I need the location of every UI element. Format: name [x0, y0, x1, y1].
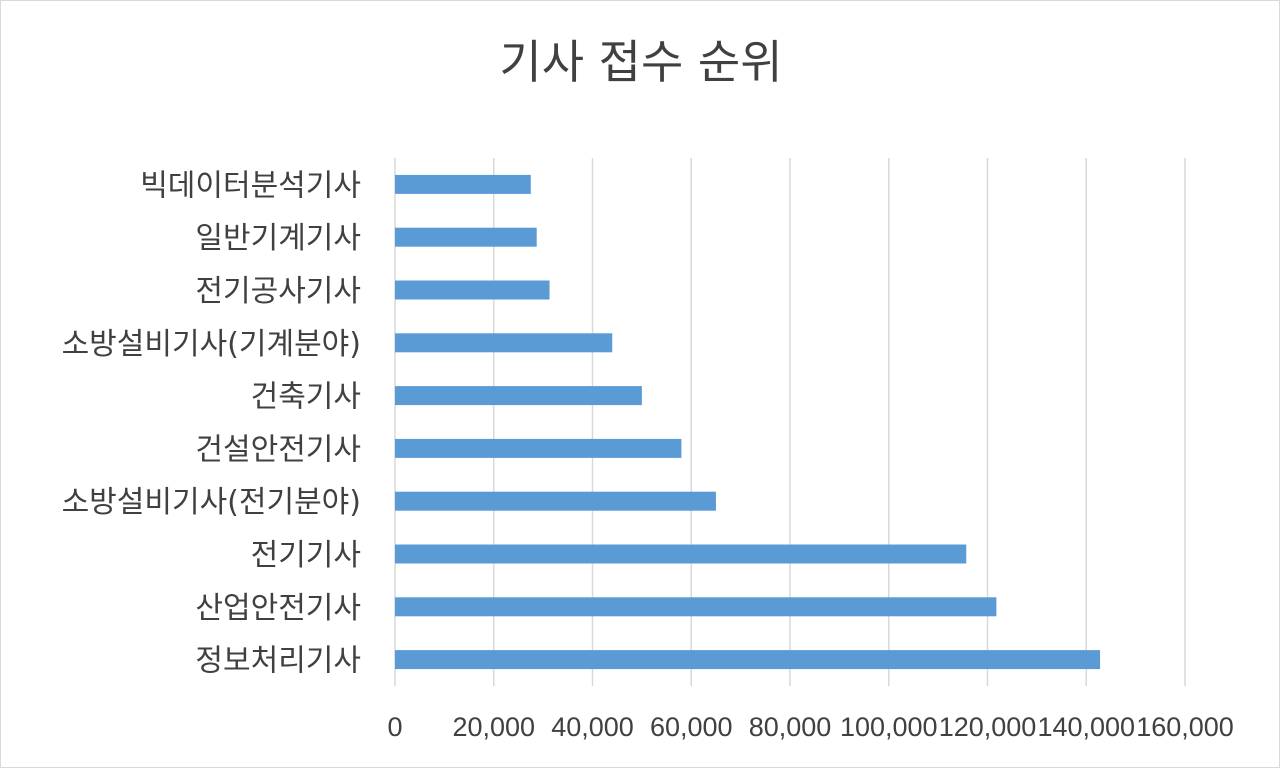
x-tick-label: 60,000 — [650, 712, 733, 742]
bar — [395, 544, 967, 564]
category-label: 일반기계기사 — [195, 221, 361, 256]
x-tick-label: 0 — [387, 712, 402, 742]
x-tick-label: 100,000 — [840, 712, 938, 742]
bar — [395, 174, 531, 194]
category-label: 소방설비기사(기계분야) — [62, 327, 361, 362]
bar — [395, 386, 642, 406]
bar — [395, 333, 613, 353]
x-tick-labels: 0 20,000 40,000 60,000 80,000 100,000 120,000 1… — [387, 712, 1233, 742]
category-label: 전기기사 — [251, 538, 361, 573]
x-tick-label: 120,000 — [939, 712, 1037, 742]
x-tick-label: 20,000 — [452, 712, 535, 742]
bar — [395, 438, 682, 458]
category-label: 전기공사기사 — [195, 274, 361, 309]
bar — [395, 650, 1101, 670]
x-tick-label: 140,000 — [1037, 712, 1135, 742]
bar — [395, 491, 716, 511]
x-tick-label: 160,000 — [1136, 712, 1234, 742]
category-label: 산업안전기사 — [195, 591, 361, 626]
x-tick-label: 40,000 — [551, 712, 634, 742]
category-label: 빅데이터분석기사 — [140, 168, 361, 203]
bar — [395, 280, 550, 300]
x-tick-label: 80,000 — [749, 712, 832, 742]
bars — [395, 174, 1101, 670]
category-label: 건축기사 — [251, 380, 361, 415]
bar — [395, 227, 537, 247]
category-label: 소방설비기사(전기분야) — [62, 485, 361, 520]
bar — [395, 597, 997, 617]
chart-title: 기사 접수 순위 — [499, 35, 783, 89]
category-label: 정보처리기사 — [195, 644, 361, 679]
category-label: 건설안전기사 — [195, 432, 361, 467]
